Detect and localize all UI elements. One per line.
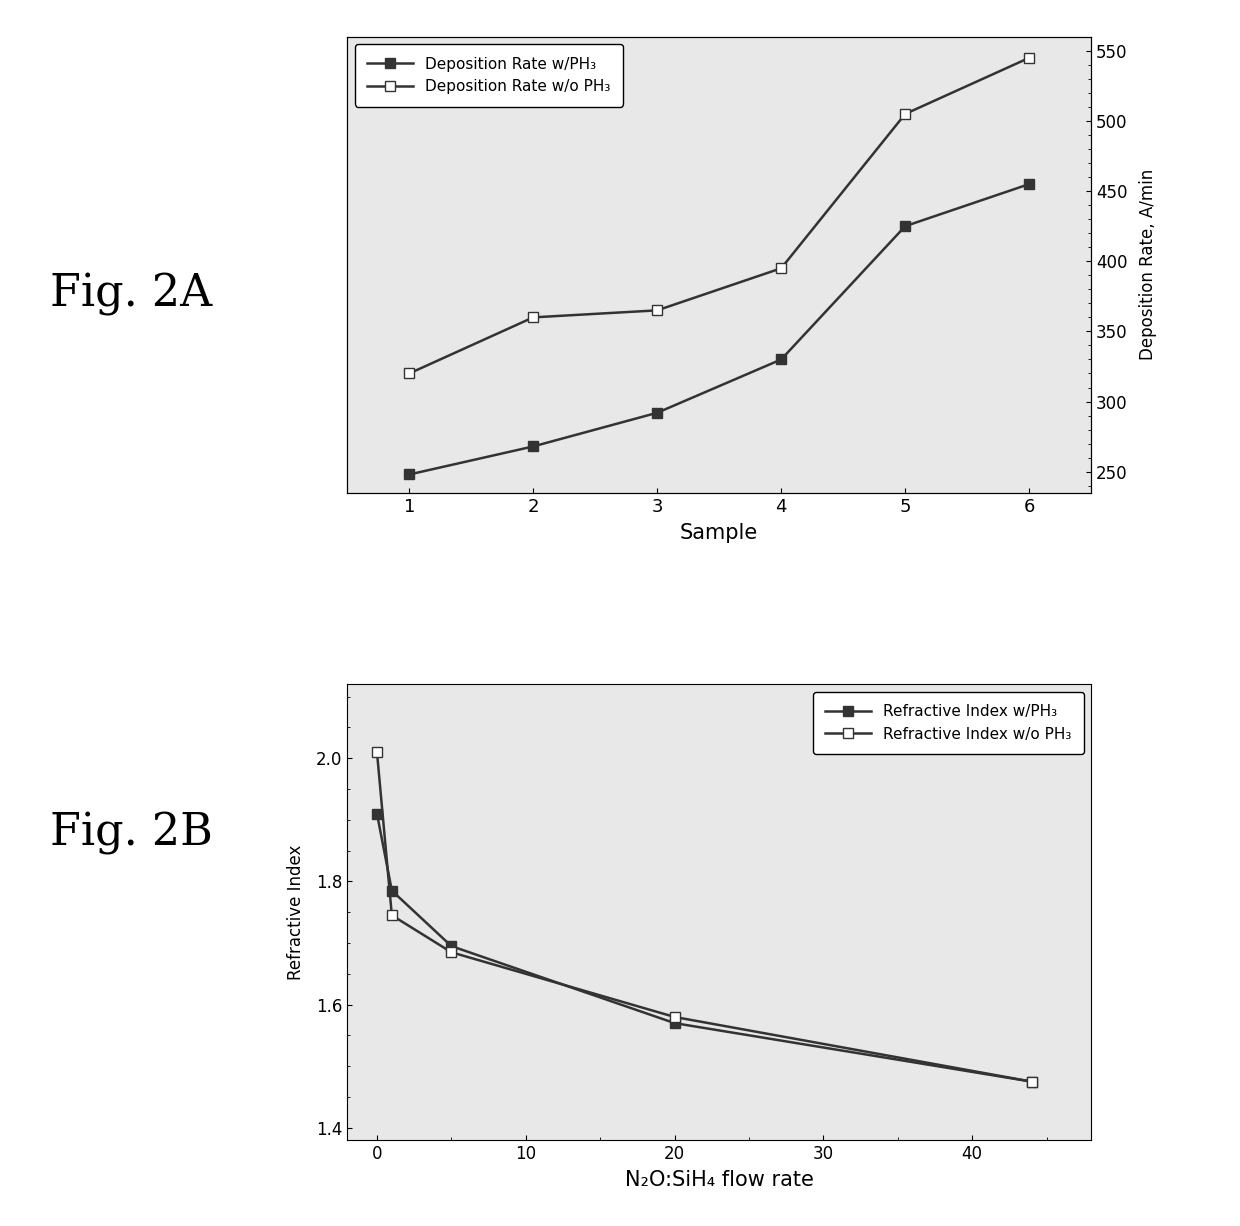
Deposition Rate w/PH₃: [898, 218, 913, 233]
Refractive Index w/PH₃: [667, 1016, 682, 1031]
X-axis label: N₂O:SiH₄ flow rate: N₂O:SiH₄ flow rate: [625, 1170, 813, 1190]
Deposition Rate w/PH₃: [526, 439, 541, 454]
Legend: Deposition Rate w/PH₃, Deposition Rate w/o PH₃: Deposition Rate w/PH₃, Deposition Rate w…: [355, 44, 622, 107]
Deposition Rate w/o PH₃: [898, 107, 913, 121]
Deposition Rate w/o PH₃: [650, 303, 665, 318]
Deposition Rate w/PH₃: [1022, 177, 1037, 191]
Text: Fig. 2A: Fig. 2A: [50, 272, 212, 316]
Refractive Index w/o PH₃: [444, 945, 459, 960]
Deposition Rate w/o PH₃: [774, 261, 789, 276]
Refractive Index w/o PH₃: [384, 908, 399, 923]
Line: Deposition Rate w/PH₃: Deposition Rate w/PH₃: [404, 179, 1034, 479]
Refractive Index w/PH₃: [444, 939, 459, 954]
Refractive Index w/o PH₃: [1024, 1074, 1039, 1089]
X-axis label: Sample: Sample: [680, 522, 759, 543]
Refractive Index w/o PH₃: [667, 1009, 682, 1024]
Deposition Rate w/PH₃: [402, 467, 417, 482]
Refractive Index w/PH₃: [384, 883, 399, 897]
Deposition Rate w/o PH₃: [1022, 50, 1037, 65]
Line: Refractive Index w/o PH₃: Refractive Index w/o PH₃: [372, 747, 1037, 1086]
Line: Refractive Index w/PH₃: Refractive Index w/PH₃: [372, 809, 1037, 1086]
Refractive Index w/PH₃: [1024, 1074, 1039, 1089]
Line: Deposition Rate w/o PH₃: Deposition Rate w/o PH₃: [404, 53, 1034, 379]
Refractive Index w/o PH₃: [370, 744, 384, 759]
Deposition Rate w/o PH₃: [402, 367, 417, 381]
Deposition Rate w/PH₃: [650, 406, 665, 421]
Y-axis label: Deposition Rate, A/min: Deposition Rate, A/min: [1138, 169, 1157, 360]
Deposition Rate w/PH₃: [774, 352, 789, 367]
Y-axis label: Refractive Index: Refractive Index: [286, 845, 305, 980]
Legend: Refractive Index w/PH₃, Refractive Index w/o PH₃: Refractive Index w/PH₃, Refractive Index…: [812, 691, 1084, 754]
Deposition Rate w/o PH₃: [526, 310, 541, 325]
Text: Fig. 2B: Fig. 2B: [50, 812, 212, 856]
Refractive Index w/PH₃: [370, 807, 384, 821]
